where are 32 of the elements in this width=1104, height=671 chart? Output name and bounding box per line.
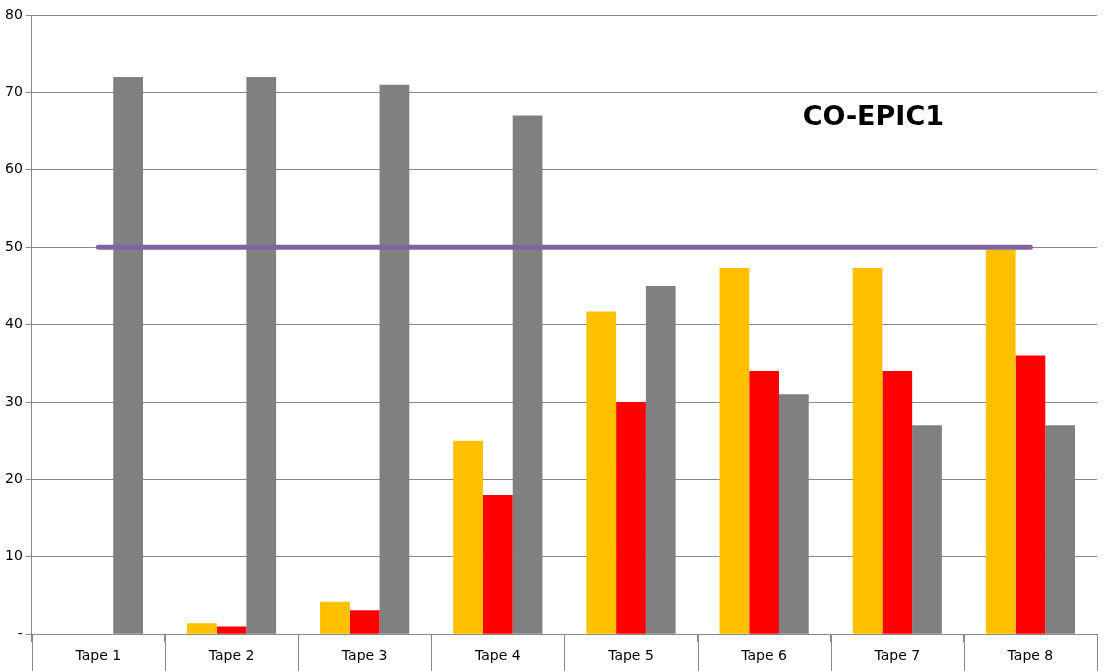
x-tick-label: Tape 1 xyxy=(74,647,122,664)
x-tick-label: Tape 7 xyxy=(873,647,921,664)
y-tick-label: 10 xyxy=(4,547,23,564)
y-tick-label: 50 xyxy=(4,237,23,254)
y-tick-label: 80 xyxy=(4,5,23,22)
x-tick-label: Tape 8 xyxy=(1006,647,1054,664)
bar xyxy=(616,402,646,634)
bar xyxy=(586,311,617,634)
annotation: CO-EPIC1 xyxy=(802,100,944,132)
x-tick-label: Tape 3 xyxy=(340,647,388,664)
bar xyxy=(186,623,217,634)
x-tick-label: Tape 2 xyxy=(207,647,255,664)
bar xyxy=(453,440,483,634)
bar xyxy=(719,268,750,634)
bar xyxy=(1015,355,1046,634)
bar xyxy=(482,494,513,634)
x-tick-label: Tape 6 xyxy=(740,647,788,664)
y-tick-label: 70 xyxy=(4,83,23,100)
bar xyxy=(320,601,350,634)
bar xyxy=(882,371,913,634)
x-tick-label: Tape 4 xyxy=(474,647,521,664)
y-tick-label: 60 xyxy=(4,160,23,177)
y-tick-label: 30 xyxy=(4,392,23,409)
y-tick-label: - xyxy=(17,624,23,641)
x-tick-label: Tape 5 xyxy=(607,647,654,664)
bar xyxy=(985,249,1016,634)
bar xyxy=(216,626,247,634)
bar xyxy=(749,371,779,634)
y-tick-label: 20 xyxy=(4,470,23,487)
bar xyxy=(349,610,380,634)
y-tick-label: 40 xyxy=(4,315,23,332)
bar xyxy=(852,268,883,634)
